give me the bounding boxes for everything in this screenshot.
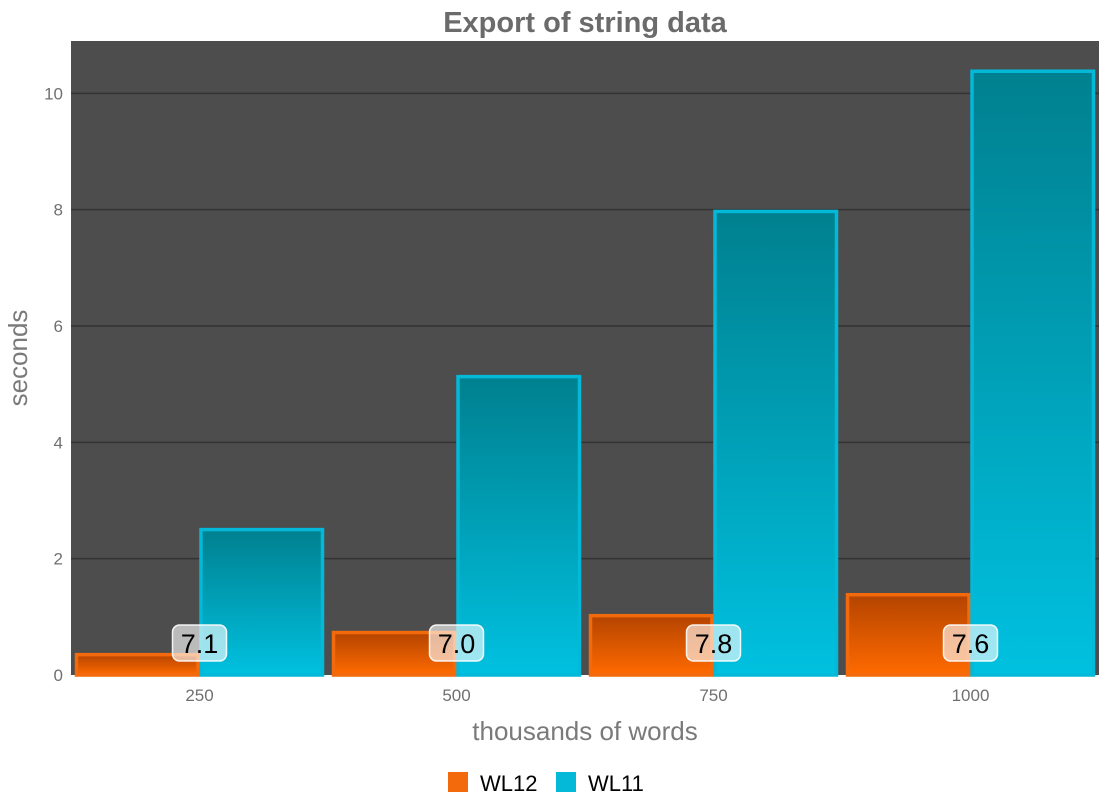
legend-swatch-wl11 [556,772,576,792]
data-label-1000: 7.6 [942,624,999,662]
y-tick-label-0: 0 [54,666,63,685]
x-tick-label-500: 500 [442,686,470,705]
data-label-text-250: 7.1 [181,629,219,659]
bar-wl11-1000 [970,69,1096,677]
x-axis-ticks: 250 500 750 1000 [185,686,989,705]
y-axis-label: seconds [3,310,33,407]
legend: WL12 WL11 [448,771,644,796]
data-label-text-750: 7.8 [695,629,733,659]
data-labels: 7.1 7.0 7.8 7.6 [171,624,999,662]
x-tick-label-1000: 1000 [952,686,990,705]
legend-swatch-wl12 [448,772,468,792]
data-label-box-250 [171,624,228,662]
y-axis-ticks: 0 2 4 6 8 10 [44,84,63,685]
data-label-box-750 [685,624,742,662]
x-axis-label: thousands of words [472,716,697,746]
bar-wl11-750 [713,209,839,677]
y-tick-label-4: 4 [54,433,63,452]
data-label-text-500: 7.0 [438,629,476,659]
data-label-500: 7.0 [428,624,485,662]
y-tick-label-10: 10 [44,84,63,103]
y-tick-label-8: 8 [54,201,63,220]
legend-label-wl11: WL11 [588,771,644,796]
y-tick-label-6: 6 [54,317,63,336]
chart-title: Export of string data [443,7,727,39]
data-label-box-500 [428,624,485,662]
legend-label-wl12: WL12 [480,771,537,796]
y-tick-label-2: 2 [54,550,63,569]
data-label-text-1000: 7.6 [952,629,990,659]
x-tick-label-250: 250 [185,686,213,705]
bars [74,69,1096,677]
data-label-250: 7.1 [171,624,228,662]
data-label-750: 7.8 [685,624,742,662]
x-tick-label-750: 750 [699,686,727,705]
bar-wl12-250 [74,652,200,677]
data-label-box-1000 [942,624,999,662]
